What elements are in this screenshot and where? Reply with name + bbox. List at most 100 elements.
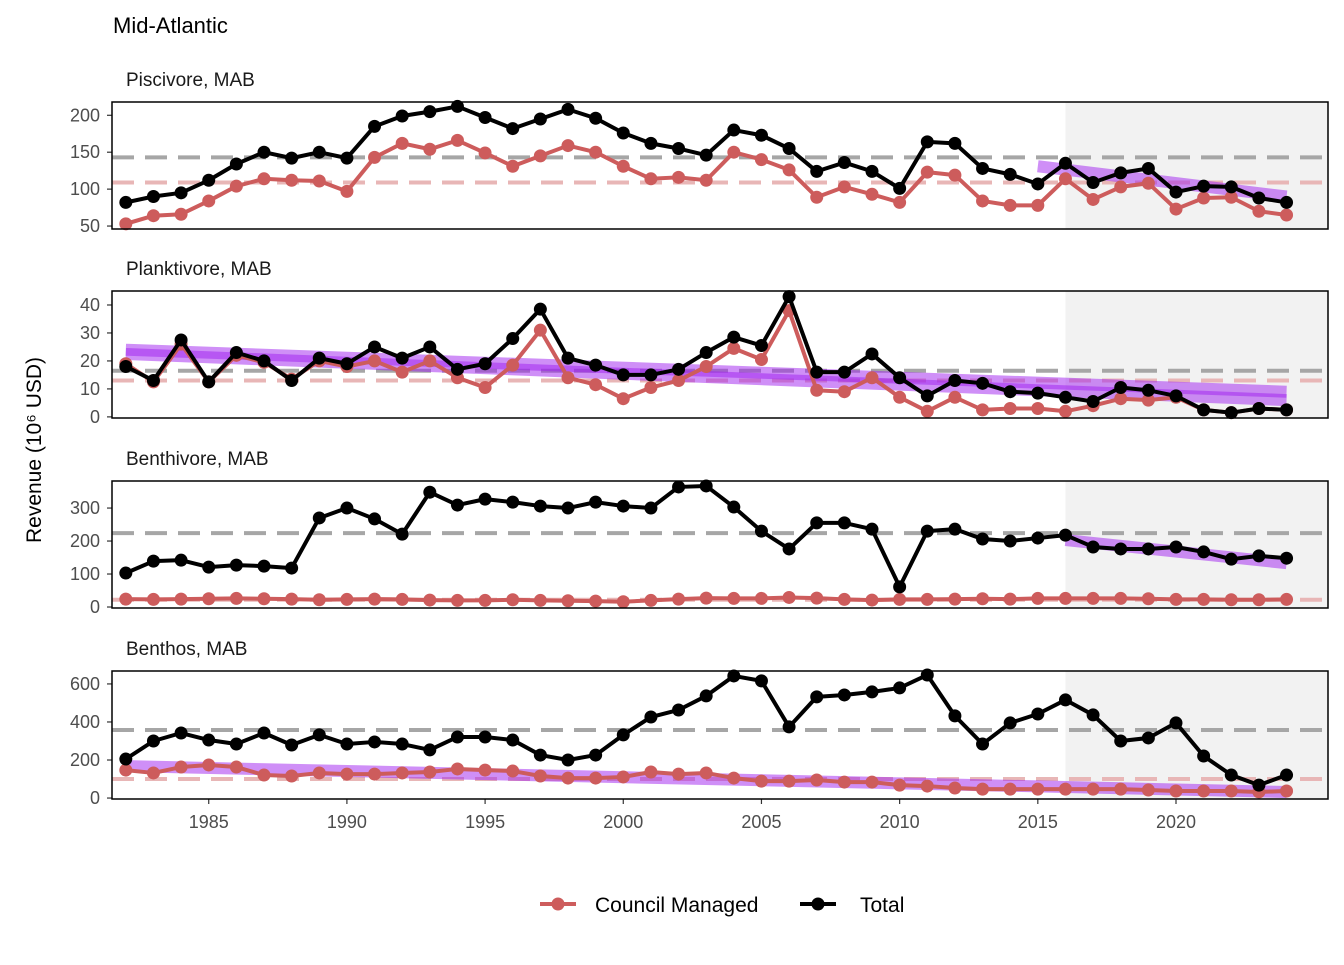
data-point: [202, 560, 216, 574]
data-point: [312, 728, 326, 742]
data-point: [865, 164, 879, 178]
data-point: [865, 775, 879, 789]
data-point: [1224, 552, 1238, 566]
data-point: [285, 769, 299, 783]
data-point: [146, 734, 160, 748]
data-point: [837, 516, 851, 530]
data-point: [589, 111, 603, 125]
data-point: [174, 333, 188, 347]
data-point: [1224, 768, 1238, 782]
data-point: [616, 595, 630, 609]
data-point: [1114, 542, 1128, 556]
data-point: [644, 172, 658, 186]
data-point: [340, 501, 354, 515]
data-point: [1224, 190, 1238, 204]
data-point: [672, 170, 686, 184]
y-tick-label: 30: [80, 323, 100, 343]
data-point: [948, 374, 962, 388]
data-point: [810, 591, 824, 605]
data-point: [506, 495, 520, 509]
panel-title: Benthivore, MAB: [126, 449, 269, 470]
data-point: [1031, 531, 1045, 545]
data-point: [146, 190, 160, 204]
data-point: [699, 689, 713, 703]
data-point: [699, 591, 713, 605]
data-point: [257, 172, 271, 186]
data-point: [1031, 401, 1045, 415]
data-point: [672, 362, 686, 376]
data-point: [782, 142, 796, 156]
data-point: [561, 102, 575, 116]
data-point: [1031, 198, 1045, 212]
data-point: [1141, 592, 1155, 606]
data-point: [478, 492, 492, 506]
data-point: [1280, 195, 1294, 209]
data-point: [672, 703, 686, 717]
data-point: [782, 590, 796, 604]
data-point: [450, 498, 464, 512]
data-point: [1031, 782, 1045, 796]
data-point: [616, 368, 630, 382]
data-point: [257, 145, 271, 159]
legend-dot: [551, 897, 565, 911]
data-point: [285, 374, 299, 388]
data-point: [285, 173, 299, 187]
data-point: [1058, 528, 1072, 542]
data-point: [810, 516, 824, 530]
data-point: [1058, 404, 1072, 418]
data-point: [1169, 784, 1183, 798]
data-point: [1252, 191, 1266, 205]
data-point: [450, 99, 464, 113]
data-point: [1086, 192, 1100, 206]
data-point: [257, 354, 271, 368]
data-point: [589, 771, 603, 785]
data-point: [1003, 401, 1017, 415]
data-point: [368, 767, 382, 781]
data-point: [1003, 198, 1017, 212]
y-tick-label: 200: [70, 531, 100, 551]
x-tick-label: 2020: [1156, 812, 1196, 832]
data-point: [1003, 534, 1017, 548]
data-point: [174, 186, 188, 200]
data-point: [1224, 406, 1238, 420]
data-point: [340, 592, 354, 606]
data-point: [146, 766, 160, 780]
data-point: [672, 767, 686, 781]
data-point: [533, 112, 547, 126]
x-tick-label: 1985: [189, 812, 229, 832]
data-point: [754, 524, 768, 538]
data-point: [1058, 693, 1072, 707]
data-point: [754, 153, 768, 167]
y-tick-label: 0: [90, 597, 100, 617]
data-point: [533, 323, 547, 337]
data-point: [478, 357, 492, 371]
data-point: [533, 499, 547, 513]
data-point: [976, 782, 990, 796]
data-point: [368, 512, 382, 526]
data-point: [672, 374, 686, 388]
data-point: [616, 499, 630, 513]
data-point: [1280, 403, 1294, 417]
data-point: [1252, 549, 1266, 563]
data-point: [1003, 716, 1017, 730]
data-point: [782, 163, 796, 177]
legend-dot: [811, 897, 825, 911]
data-point: [506, 358, 520, 372]
data-point: [920, 779, 934, 793]
data-point: [1141, 383, 1155, 397]
data-point: [1169, 202, 1183, 216]
data-point: [561, 594, 575, 608]
data-point: [174, 553, 188, 567]
data-point: [1197, 403, 1211, 417]
data-point: [699, 173, 713, 187]
data-point: [699, 148, 713, 162]
data-point: [119, 752, 133, 766]
y-tick-label: 0: [90, 407, 100, 427]
panel-border: [111, 670, 1329, 800]
data-point: [865, 593, 879, 607]
data-point: [257, 559, 271, 573]
data-point: [1058, 782, 1072, 796]
data-point: [672, 142, 686, 156]
data-point: [229, 591, 243, 605]
data-point: [533, 149, 547, 163]
